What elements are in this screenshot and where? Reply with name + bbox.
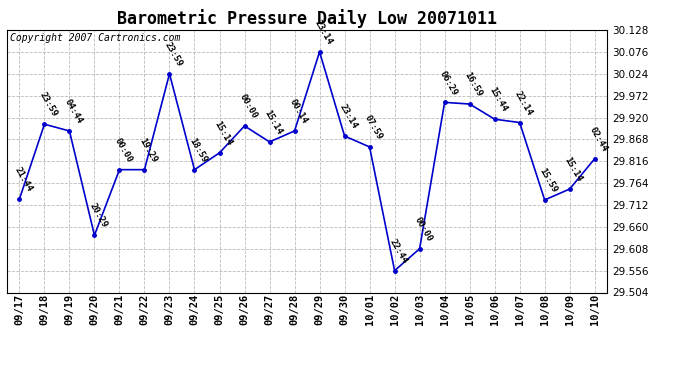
Text: 15:14: 15:14 xyxy=(563,156,584,183)
Text: 22:44: 22:44 xyxy=(388,237,409,265)
Text: 23:59: 23:59 xyxy=(163,40,184,68)
Title: Barometric Pressure Daily Low 20071011: Barometric Pressure Daily Low 20071011 xyxy=(117,9,497,28)
Text: Copyright 2007 Cartronics.com: Copyright 2007 Cartronics.com xyxy=(10,33,180,43)
Text: 18:59: 18:59 xyxy=(188,136,209,164)
Text: 00:14: 00:14 xyxy=(288,98,309,125)
Text: 15:14: 15:14 xyxy=(263,109,284,136)
Text: 21:44: 21:44 xyxy=(12,166,34,194)
Text: 07:59: 07:59 xyxy=(363,114,384,141)
Text: 06:29: 06:29 xyxy=(437,69,459,97)
Text: 00:00: 00:00 xyxy=(237,93,259,120)
Text: 00:00: 00:00 xyxy=(413,215,434,243)
Text: 04:44: 04:44 xyxy=(63,98,83,125)
Text: 15:44: 15:44 xyxy=(488,86,509,114)
Text: 23:14: 23:14 xyxy=(337,103,359,130)
Text: 23:14: 23:14 xyxy=(313,18,334,46)
Text: 15:14: 15:14 xyxy=(213,120,234,147)
Text: 00:00: 00:00 xyxy=(112,136,134,164)
Text: 15:59: 15:59 xyxy=(538,166,559,194)
Text: 02:44: 02:44 xyxy=(588,125,609,153)
Text: 23:59: 23:59 xyxy=(37,91,59,118)
Text: 16:59: 16:59 xyxy=(463,71,484,99)
Text: 20:29: 20:29 xyxy=(88,202,109,230)
Text: 22:14: 22:14 xyxy=(513,89,534,117)
Text: 19:29: 19:29 xyxy=(137,136,159,164)
